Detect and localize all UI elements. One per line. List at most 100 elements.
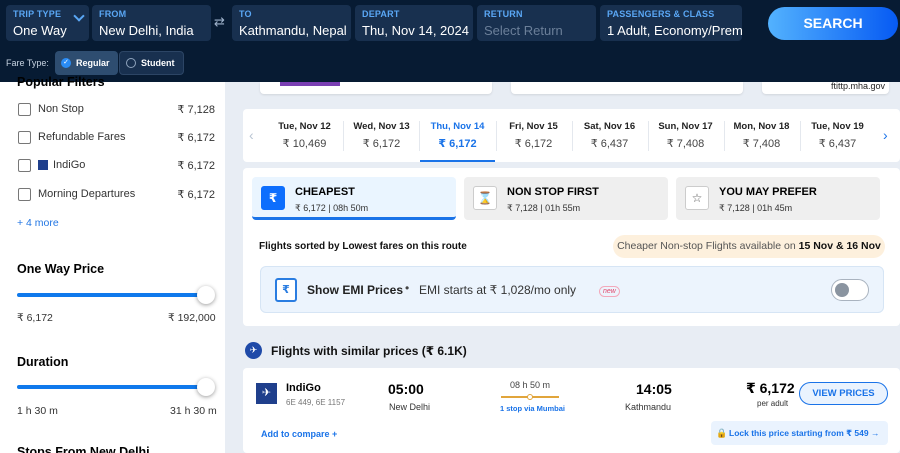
filter-refundable[interactable]: Refundable Fares ₹ 6,172 xyxy=(18,129,215,145)
arrival-time: 14:05 xyxy=(636,381,672,397)
filter-label: Morning Departures xyxy=(38,188,136,200)
sort-tab-non-stop[interactable]: ⌛ NON STOP FIRST ₹ 7,128 | 01h 55m xyxy=(464,177,668,220)
filter-non-stop[interactable]: Non Stop ₹ 7,128 xyxy=(18,101,215,117)
checkbox[interactable] xyxy=(18,102,31,116)
flight-price: ₹ 6,172 xyxy=(746,380,795,396)
checkbox[interactable] xyxy=(18,187,31,201)
divider xyxy=(343,121,344,151)
hourglass-icon: ⌛ xyxy=(473,186,497,210)
filter-label: Refundable Fares xyxy=(38,131,126,143)
emi-title: Show EMI Prices xyxy=(307,283,404,297)
cheaper-dates: 15 Nov & 16 Nov xyxy=(798,240,881,252)
date-label: Sat, Nov 16 xyxy=(583,121,636,132)
duration-slider-handle[interactable] xyxy=(197,378,215,396)
date-label: Tue, Nov 12 xyxy=(278,121,331,132)
date-option[interactable]: Wed, Nov 13 ₹ 6,172 xyxy=(344,109,419,162)
lock-price-button[interactable]: 🔒 Lock this price starting from ₹ 549 → xyxy=(711,421,888,445)
return-field[interactable]: RETURN Select Return xyxy=(477,5,596,41)
from-label: FROM xyxy=(99,9,127,19)
lock-price-label: Lock this price starting from ₹ 549 → xyxy=(729,428,880,438)
sort-tab-cheapest[interactable]: ₹ CHEAPEST ₹ 6,172 | 08h 50m xyxy=(252,177,456,220)
stops-title: Stops From New Delhi xyxy=(17,445,150,453)
chevron-left-icon[interactable]: ‹ xyxy=(249,127,254,143)
duration-min: 1 h 30 m xyxy=(17,405,58,417)
fare-type-label: Fare Type: xyxy=(6,58,49,68)
radio-unchecked-icon xyxy=(126,58,136,68)
trip-type-label: TRIP TYPE xyxy=(13,9,62,19)
plane-icon: ✈ xyxy=(245,342,262,359)
checkbox[interactable] xyxy=(18,130,31,144)
fare-type-student-label: Student xyxy=(141,58,175,68)
emi-toggle[interactable] xyxy=(831,279,869,301)
airline-name: IndiGo xyxy=(286,382,321,394)
date-price-strip: ‹ Tue, Nov 12 ₹ 10,469 Wed, Nov 13 ₹ 6,1… xyxy=(243,109,900,162)
cheaper-nonstop-pill[interactable]: Cheaper Non-stop Flights available on 15… xyxy=(613,235,885,258)
return-placeholder: Select Return xyxy=(484,23,563,38)
results-panel: ₹ CHEAPEST ₹ 6,172 | 08h 50m ⌛ NON STOP … xyxy=(243,168,900,326)
duration-max: 31 h 30 m xyxy=(170,405,217,417)
price-slider-handle[interactable] xyxy=(197,286,215,304)
sorted-info: Flights sorted by Lowest fares on this r… xyxy=(259,241,467,252)
offer-url: ftittp.mha.gov xyxy=(830,81,885,91)
filter-morning[interactable]: Morning Departures ₹ 6,172 xyxy=(18,186,215,202)
search-button[interactable]: SEARCH xyxy=(768,7,898,40)
date-price: ₹ 6,437 xyxy=(818,138,857,150)
sort-tab-prefer[interactable]: ☆ YOU MAY PREFER ₹ 7,128 | 01h 45m xyxy=(676,177,880,220)
depart-field[interactable]: DEPART Thu, Nov 14, 2024 xyxy=(355,5,473,41)
fare-type-student[interactable]: Student xyxy=(119,51,184,75)
to-field[interactable]: TO Kathmandu, Nepal xyxy=(232,5,351,41)
date-price: ₹ 6,172 xyxy=(362,138,401,150)
date-option[interactable]: Fri, Nov 15 ₹ 6,172 xyxy=(496,109,571,162)
from-value: New Delhi, India xyxy=(99,23,194,38)
price-title: One Way Price xyxy=(17,262,105,276)
date-option-selected[interactable]: Thu, Nov 14 ₹ 6,172 xyxy=(420,109,495,162)
date-option[interactable]: Sun, Nov 17 ₹ 7,408 xyxy=(648,109,723,162)
sort-tab-sub: ₹ 6,172 | 08h 50m xyxy=(295,203,369,213)
arrival-city: Kathmandu xyxy=(625,402,672,412)
view-prices-button[interactable]: VIEW PRICES xyxy=(799,382,888,405)
divider xyxy=(419,121,420,151)
offer-banner xyxy=(280,82,340,86)
date-label: Thu, Nov 14 xyxy=(430,121,485,132)
price-slider[interactable] xyxy=(17,293,207,297)
swap-icon[interactable]: ⇄ xyxy=(214,14,225,29)
stops-info[interactable]: 1 stop via Mumbai xyxy=(500,404,566,413)
sort-tab-sub: ₹ 7,128 | 01h 55m xyxy=(507,203,581,213)
add-to-compare-link[interactable]: Add to compare + xyxy=(261,429,338,439)
date-option[interactable]: Mon, Nov 18 ₹ 7,408 xyxy=(724,109,799,162)
from-field[interactable]: FROM New Delhi, India xyxy=(92,5,211,41)
sort-tab-title: CHEAPEST xyxy=(295,186,355,198)
date-label: Mon, Nov 18 xyxy=(733,121,790,132)
emi-banner: ₹ Show EMI Prices • EMI starts at ₹ 1,02… xyxy=(260,266,884,313)
date-price: ₹ 7,408 xyxy=(742,138,781,150)
offer-card[interactable]: ftittp.mha.gov xyxy=(762,82,889,94)
passengers-value: 1 Adult, Economy/Premiu xyxy=(607,23,742,38)
checkbox[interactable] xyxy=(18,158,31,172)
sort-tab-sub: ₹ 7,128 | 01h 45m xyxy=(719,203,793,213)
chevron-right-icon[interactable]: › xyxy=(883,127,888,143)
filter-indigo[interactable]: IndiGo ₹ 6,172 xyxy=(18,157,215,173)
divider xyxy=(800,121,801,151)
rupee-icon: ₹ xyxy=(261,186,285,210)
offer-card[interactable] xyxy=(260,82,492,94)
offer-card[interactable] xyxy=(511,82,743,94)
search-header: TRIP TYPE One Way FROM New Delhi, India … xyxy=(0,0,900,82)
passengers-field[interactable]: PASSENGERS & CLASS 1 Adult, Economy/Prem… xyxy=(600,5,742,41)
date-option[interactable]: Tue, Nov 19 ₹ 6,437 xyxy=(800,109,875,162)
filter-price: ₹ 6,172 xyxy=(177,159,215,172)
trip-type-value: One Way xyxy=(13,23,67,38)
cheaper-prefix: Cheaper Non-stop Flights available on xyxy=(617,240,799,252)
trip-type-select[interactable]: TRIP TYPE One Way xyxy=(6,5,89,41)
fare-type-regular[interactable]: ✓ Regular xyxy=(55,51,118,75)
popular-filters-title: Popular Filters xyxy=(17,75,105,89)
radio-checked-icon: ✓ xyxy=(61,58,71,68)
emi-text: EMI starts at ₹ 1,028/mo only xyxy=(419,283,577,297)
more-filters-link[interactable]: + 4 more xyxy=(17,217,59,229)
passengers-label: PASSENGERS & CLASS xyxy=(607,9,715,19)
date-option[interactable]: Sat, Nov 16 ₹ 6,437 xyxy=(572,109,647,162)
date-option[interactable]: Tue, Nov 12 ₹ 10,469 xyxy=(267,109,342,162)
departure-time: 05:00 xyxy=(388,381,424,397)
price-max: ₹ 192,000 xyxy=(168,312,216,324)
duration-slider[interactable] xyxy=(17,385,207,389)
date-price: ₹ 6,437 xyxy=(590,138,629,150)
